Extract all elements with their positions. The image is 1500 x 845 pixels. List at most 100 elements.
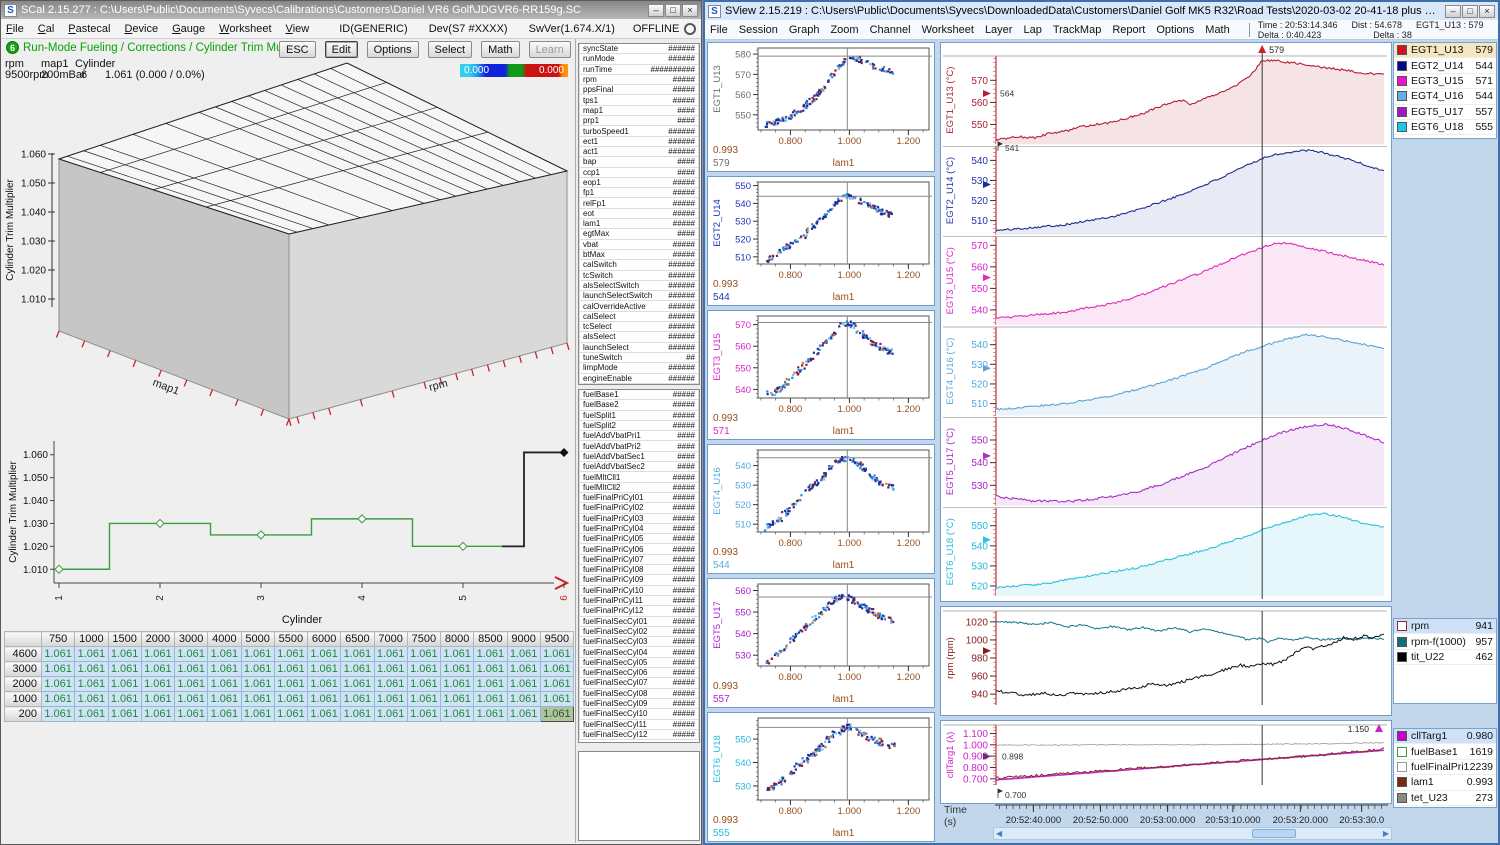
watch-row-tuneSwitch[interactable]: tuneSwitch ## <box>579 352 699 364</box>
watch-row-fuelAddVbatPri2[interactable]: fuelAddVbatPri2 #### <box>579 441 699 452</box>
table-cell[interactable]: 1.061 <box>140 691 176 707</box>
watch-row-calSwitch[interactable]: calSwitch ###### <box>579 260 699 271</box>
table-cell[interactable]: 1.061 <box>539 691 575 707</box>
table-cell[interactable]: 1.061 <box>240 646 275 662</box>
table-cell[interactable]: 1.061 <box>306 706 342 722</box>
table-cell[interactable]: 1.061 <box>539 646 575 662</box>
watch-row-runTime[interactable]: runTime ########## <box>579 64 699 75</box>
esc-button[interactable]: ESC <box>279 41 316 58</box>
table-cell[interactable]: 1.061 <box>207 676 242 692</box>
table-cell[interactable]: 1.061 <box>406 691 442 707</box>
watch-row-tps1[interactable]: tps1 ##### <box>579 95 699 106</box>
table-cell[interactable]: 1.061 <box>40 646 76 662</box>
table-cell[interactable]: 1.061 <box>506 691 541 707</box>
row-header-200[interactable]: 200 <box>4 706 42 722</box>
col-header-9500[interactable]: 9500 <box>539 631 575 647</box>
table-cell[interactable]: 1.061 <box>473 706 508 722</box>
col-header-2000[interactable]: 2000 <box>140 631 176 647</box>
table-cell[interactable]: 1.061 <box>473 646 508 662</box>
watch-row-fuelFinalPriCyl04[interactable]: fuelFinalPriCyl04 ##### <box>579 523 699 535</box>
col-header-7000[interactable]: 7000 <box>373 631 408 647</box>
watch-row-tcSwitch[interactable]: tcSwitch ###### <box>579 270 699 281</box>
watch-row-fuelFinalPriCyl12[interactable]: fuelFinalPriCyl12 ##### <box>579 606 699 617</box>
menu-session[interactable]: Session <box>738 23 778 36</box>
table-cell[interactable]: 1.061 <box>340 691 375 707</box>
watch-row-prp1[interactable]: prp1 #### <box>579 116 699 127</box>
menu-gauge[interactable]: Gauge <box>172 22 206 35</box>
col-header-5000[interactable]: 5000 <box>240 631 275 647</box>
watch-row-map1[interactable]: map1 #### <box>579 105 699 117</box>
watch-row-fuelFinalPriCyl11[interactable]: fuelFinalPriCyl11 ##### <box>579 595 699 607</box>
table-cell[interactable]: 1.061 <box>373 676 408 692</box>
maximize-button[interactable]: □ <box>665 3 681 17</box>
table-cell[interactable]: 1.061 <box>240 661 275 677</box>
table-cell[interactable]: 1.061 <box>306 691 342 707</box>
menu-trackmap[interactable]: TrackMap <box>1052 23 1102 36</box>
col-header-1000[interactable]: 1000 <box>74 631 109 647</box>
table-cell[interactable]: 1.061 <box>207 706 242 722</box>
legend-item-fuelFinalPri1[interactable]: fuelFinalPri1 2239 <box>1394 760 1496 776</box>
table-cell[interactable]: 1.061 <box>74 661 109 677</box>
options-button[interactable]: Options <box>366 41 419 58</box>
table-cell[interactable]: 1.061 <box>473 676 508 692</box>
table-cell[interactable]: 1.061 <box>306 661 342 677</box>
watch-row-relFp1[interactable]: relFp1 ##### <box>579 198 699 209</box>
watch-row-ccp1[interactable]: ccp1 #### <box>579 167 699 178</box>
watch-row-alsSelectSwitch[interactable]: alsSelectSwitch ###### <box>579 280 699 292</box>
watch-row-fuelFinalSecCyl03[interactable]: fuelFinalSecCyl03 ##### <box>579 637 699 648</box>
scrollbar-thumb[interactable] <box>1252 829 1297 838</box>
menu-options[interactable]: Options <box>1156 23 1195 36</box>
watch-row-fuelAddVbatPri1[interactable]: fuelAddVbatPri1 #### <box>579 431 699 442</box>
table-cell[interactable]: 1.061 <box>273 676 309 692</box>
table-cell[interactable]: 1.061 <box>107 646 142 662</box>
watch-row-tcSelect[interactable]: tcSelect ###### <box>579 322 699 333</box>
menu-worksheet[interactable]: Worksheet <box>219 22 272 35</box>
watch-row-fuelFinalSecCyl11[interactable]: fuelFinalSecCyl11 ##### <box>579 719 699 730</box>
table-cell[interactable]: 1.061 <box>107 661 142 677</box>
table-cell[interactable]: 1.061 <box>74 691 109 707</box>
legend-item-tet_U23[interactable]: tet_U23 273 <box>1394 791 1496 806</box>
watch-row-fuelFinalPriCyl08[interactable]: fuelFinalPriCyl08 ##### <box>579 565 699 576</box>
menu-report[interactable]: Report <box>1112 23 1146 36</box>
menu-layer[interactable]: Layer <box>984 23 1013 36</box>
table-cell[interactable]: 1.061 <box>306 676 342 692</box>
watch-row-eot[interactable]: eot ##### <box>579 208 699 220</box>
select-button[interactable]: Select <box>427 41 473 58</box>
watch-row-fuelFinalPriCyl10[interactable]: fuelFinalPriCyl10 ##### <box>579 585 699 596</box>
watch-row-fuelFinalSecCyl12[interactable]: fuelFinalSecCyl12 ##### <box>579 729 699 741</box>
table-cell[interactable]: 1.061 <box>40 691 76 707</box>
watch-row-ect1[interactable]: ect1 ###### <box>579 136 699 147</box>
table-cell[interactable]: 1.061 <box>340 661 375 677</box>
lambda-timeseries-panel[interactable]: 0.700 0.800 0.900 1.000 1.100 cllTarg1 (λ) 0.8… <box>940 720 1392 804</box>
edit-button[interactable]: Edit <box>324 41 358 58</box>
scatter-panel-EGT2_U14[interactable]: 510 520 530 540 550 0.800 1.000 1.200 EGT2_U14 0.… <box>707 176 935 306</box>
menu-graph[interactable]: Graph <box>788 23 820 36</box>
watch-row-fuelSplit2[interactable]: fuelSplit2 ##### <box>579 420 699 432</box>
time-scrollbar[interactable]: ◀ ▶ <box>993 827 1392 840</box>
table-cell[interactable]: 1.061 <box>74 706 109 722</box>
col-header-6000[interactable]: 6000 <box>306 631 342 647</box>
table-cell[interactable]: 1.061 <box>107 706 142 722</box>
menu-view[interactable]: View <box>285 22 310 35</box>
scroll-right-icon[interactable]: ▶ <box>1382 829 1389 838</box>
table-cell[interactable]: 1.061 <box>173 691 209 707</box>
col-header-4000[interactable]: 4000 <box>207 631 242 647</box>
table-cell[interactable]: 1.061 <box>406 676 442 692</box>
table-cell[interactable]: 1.061 <box>406 661 442 677</box>
legend-item-fuelBase1[interactable]: fuelBase1 1619 <box>1394 744 1496 760</box>
legend-item-rpm[interactable]: rpm 941 <box>1394 619 1496 635</box>
watch-row-launchSelect[interactable]: launchSelect ###### <box>579 342 699 353</box>
watch-row-turboSpeed1[interactable]: turboSpeed1 ###### <box>579 126 699 137</box>
watch-row-fuelFinalSecCyl06[interactable]: fuelFinalSecCyl06 ##### <box>579 668 699 679</box>
table-cell[interactable]: 1.061 <box>173 646 209 662</box>
surface-3d-chart[interactable]: 1.060 1.050 1.040 1.030 1.020 1.010 Cylinder T… <box>2 55 575 432</box>
watch-row-fuelMltCll1[interactable]: fuelMltCll1 ##### <box>579 472 699 483</box>
watch-row-fuelAddVbatSec2[interactable]: fuelAddVbatSec2 #### <box>579 462 699 473</box>
watch-row-fuelFinalSecCyl02[interactable]: fuelFinalSecCyl02 ##### <box>579 626 699 638</box>
row-header-2000[interactable]: 2000 <box>4 676 42 692</box>
table-cell[interactable]: 1.061 <box>306 646 342 662</box>
table-cell[interactable]: 1.061 <box>40 706 76 722</box>
table-cell[interactable]: 1.061 <box>140 646 176 662</box>
table-cell[interactable]: 1.061 <box>207 646 242 662</box>
watch-row-fuelFinalSecCyl04[interactable]: fuelFinalSecCyl04 ##### <box>579 647 699 658</box>
